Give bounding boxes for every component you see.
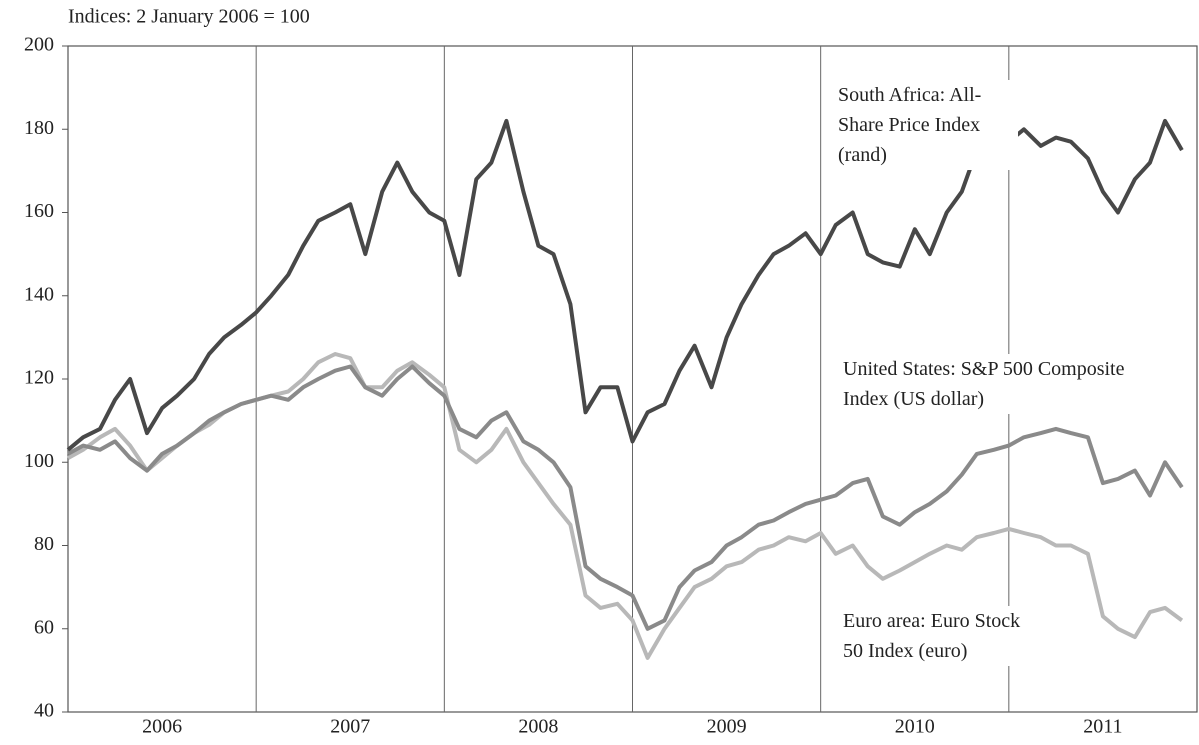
y-tick-label: 40 <box>34 700 54 722</box>
y-tick-label: 60 <box>34 616 54 638</box>
series-line <box>67 364 1184 631</box>
y-tick-label: 160 <box>24 200 54 222</box>
y-tick-label: 180 <box>24 117 54 139</box>
x-tick-label: 2011 <box>1083 716 1122 738</box>
y-tick-label: 140 <box>24 283 54 305</box>
y-axis-label: Indices: 2 January 2006 = 100 <box>68 6 310 28</box>
x-tick-label: 2006 <box>142 716 182 738</box>
y-tick-label: 80 <box>34 533 54 555</box>
series-annotation: United States: S&P 500 Composite Index (… <box>843 354 1173 414</box>
x-tick-label: 2009 <box>707 716 747 738</box>
y-tick-label: 120 <box>24 367 54 389</box>
series-annotation: Euro area: Euro Stock 50 Index (euro) <box>843 606 1043 666</box>
x-tick-label: 2007 <box>330 716 370 738</box>
y-tick-label: 200 <box>24 34 54 56</box>
y-tick-label: 100 <box>24 450 54 472</box>
x-tick-label: 2010 <box>895 716 935 738</box>
series-annotation: South Africa: All-Share Price Index (ran… <box>838 80 1018 170</box>
x-tick-label: 2008 <box>518 716 558 738</box>
